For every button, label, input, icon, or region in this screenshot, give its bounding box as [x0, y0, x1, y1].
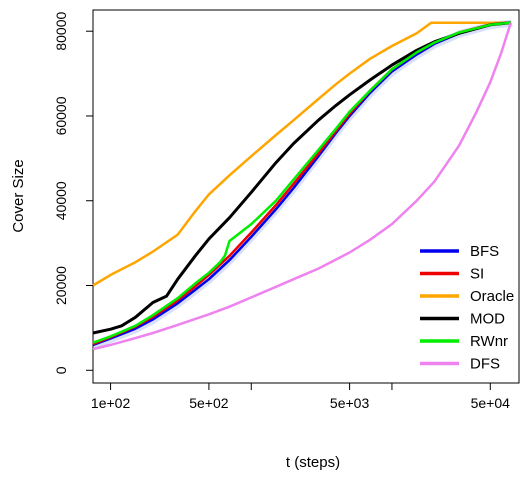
legend-label-mod: MOD	[470, 311, 505, 328]
series-dfs-line	[92, 22, 512, 351]
y-tick-label: 60000	[53, 96, 69, 135]
x-tick-label: 5e+02	[189, 395, 229, 411]
legend-label-rwnr: RWnr	[470, 333, 508, 350]
legend-label-oracle: Oracle	[470, 288, 514, 305]
x-tick-label: 1e+02	[91, 395, 131, 411]
y-tick-label: 40000	[53, 181, 69, 220]
y-tick-label: 20000	[53, 266, 69, 305]
y-tick-label: 0	[53, 366, 69, 374]
legend: BFS SI Oracle MOD RWnr DFS	[420, 243, 514, 373]
y-axis: 0 20000 40000 60000 80000	[53, 12, 93, 374]
y-tick-label: 80000	[53, 12, 69, 51]
legend-label-bfs: BFS	[470, 243, 499, 260]
series-layer	[92, 21, 512, 351]
series-mod-line	[92, 21, 511, 335]
x-tick-label: 5e+03	[330, 395, 370, 411]
series-bfs-line	[92, 21, 511, 347]
series-oracle-line	[92, 21, 511, 287]
plot-frame	[92, 9, 520, 384]
x-axis-label: t (steps)	[286, 454, 340, 471]
x-tick-label: 5e+04	[471, 395, 511, 411]
legend-label-si: SI	[470, 266, 484, 283]
x-axis: 1e+02 5e+02 5e+03 5e+04	[91, 383, 510, 411]
series-rwnr-line	[92, 21, 511, 344]
legend-label-dfs: DFS	[470, 356, 500, 373]
y-axis-label: Cover Size	[10, 159, 27, 232]
